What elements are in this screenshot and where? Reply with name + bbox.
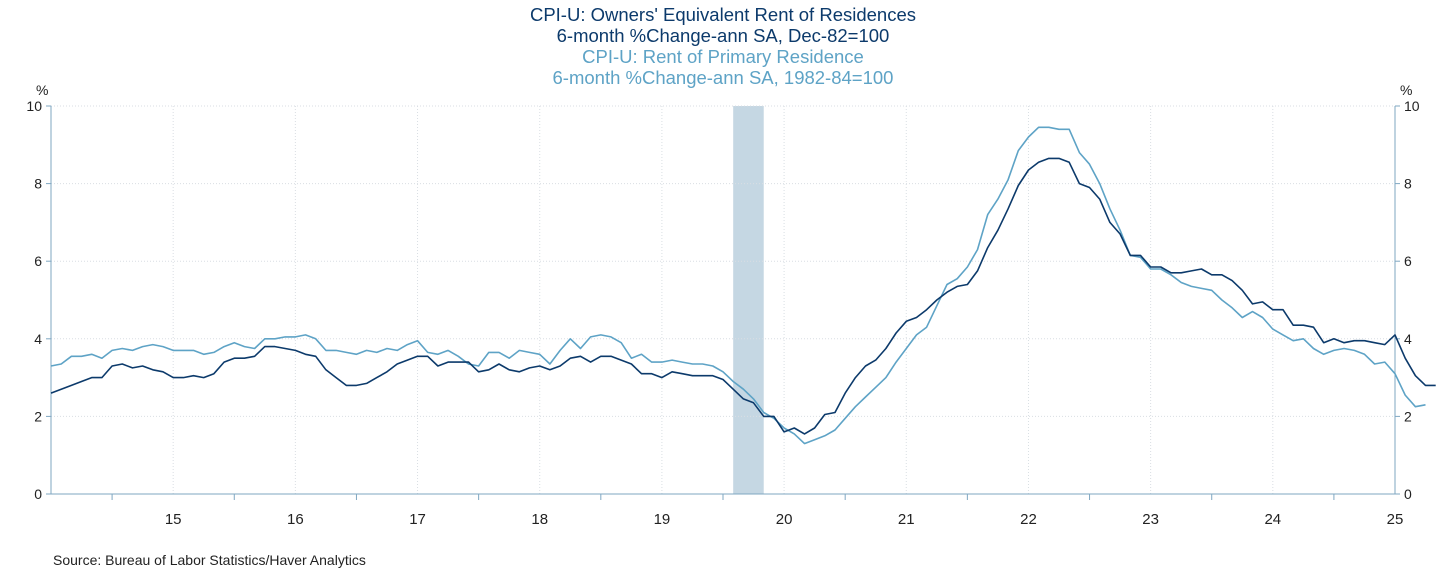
- y-axis-unit-right: %: [1400, 82, 1412, 98]
- x-tick-label: 17: [409, 511, 426, 528]
- y-tick-label-left: 10: [26, 98, 42, 114]
- recession-band: [733, 106, 764, 494]
- x-tick-label: 25: [1387, 511, 1404, 528]
- x-tick-label: 24: [1264, 511, 1281, 528]
- chart-title-line-1: CPI-U: Owners' Equivalent Rent of Reside…: [529, 4, 917, 25]
- y-tick-label-right: 8: [1404, 176, 1412, 192]
- y-tick-label-right: 0: [1404, 486, 1412, 502]
- series-line-rent-primary-residence: [50, 126, 1426, 445]
- y-tick-label-right: 2: [1404, 408, 1412, 424]
- x-tick-label: 20: [776, 511, 793, 528]
- x-tick-label: 18: [531, 511, 548, 528]
- y-tick-label-left: 0: [34, 486, 42, 502]
- x-tick-label: 15: [165, 511, 182, 528]
- chart-title-line-2: 6-month %Change-ann SA, Dec-82=100: [556, 25, 890, 46]
- x-tick-label: 16: [287, 511, 304, 528]
- y-axis-unit-left: %: [36, 82, 48, 98]
- y-tick-label-right: 6: [1404, 253, 1412, 269]
- chart-title-block: CPI-U: Owners' Equivalent Rent of Reside…: [0, 4, 1446, 88]
- y-tick-label-left: 4: [34, 331, 42, 347]
- chart-title-line-4: 6-month %Change-ann SA, 1982-84=100: [552, 67, 894, 88]
- x-tick-label: 21: [898, 511, 915, 528]
- y-tick-label-right: 10: [1404, 98, 1420, 114]
- y-tick-label-left: 8: [34, 176, 42, 192]
- x-tick-label: 22: [1020, 511, 1037, 528]
- chart-title-line-3: CPI-U: Rent of Primary Residence: [582, 46, 864, 67]
- x-tick-label: 19: [654, 511, 671, 528]
- y-tick-label-left: 2: [34, 408, 42, 424]
- source-note: Source: Bureau of Labor Statistics/Haver…: [53, 552, 366, 568]
- y-tick-label-right: 4: [1404, 331, 1412, 347]
- y-tick-label-left: 6: [34, 253, 42, 269]
- x-tick-label: 23: [1142, 511, 1159, 528]
- series-line-owners-equivalent-rent: [50, 157, 1436, 435]
